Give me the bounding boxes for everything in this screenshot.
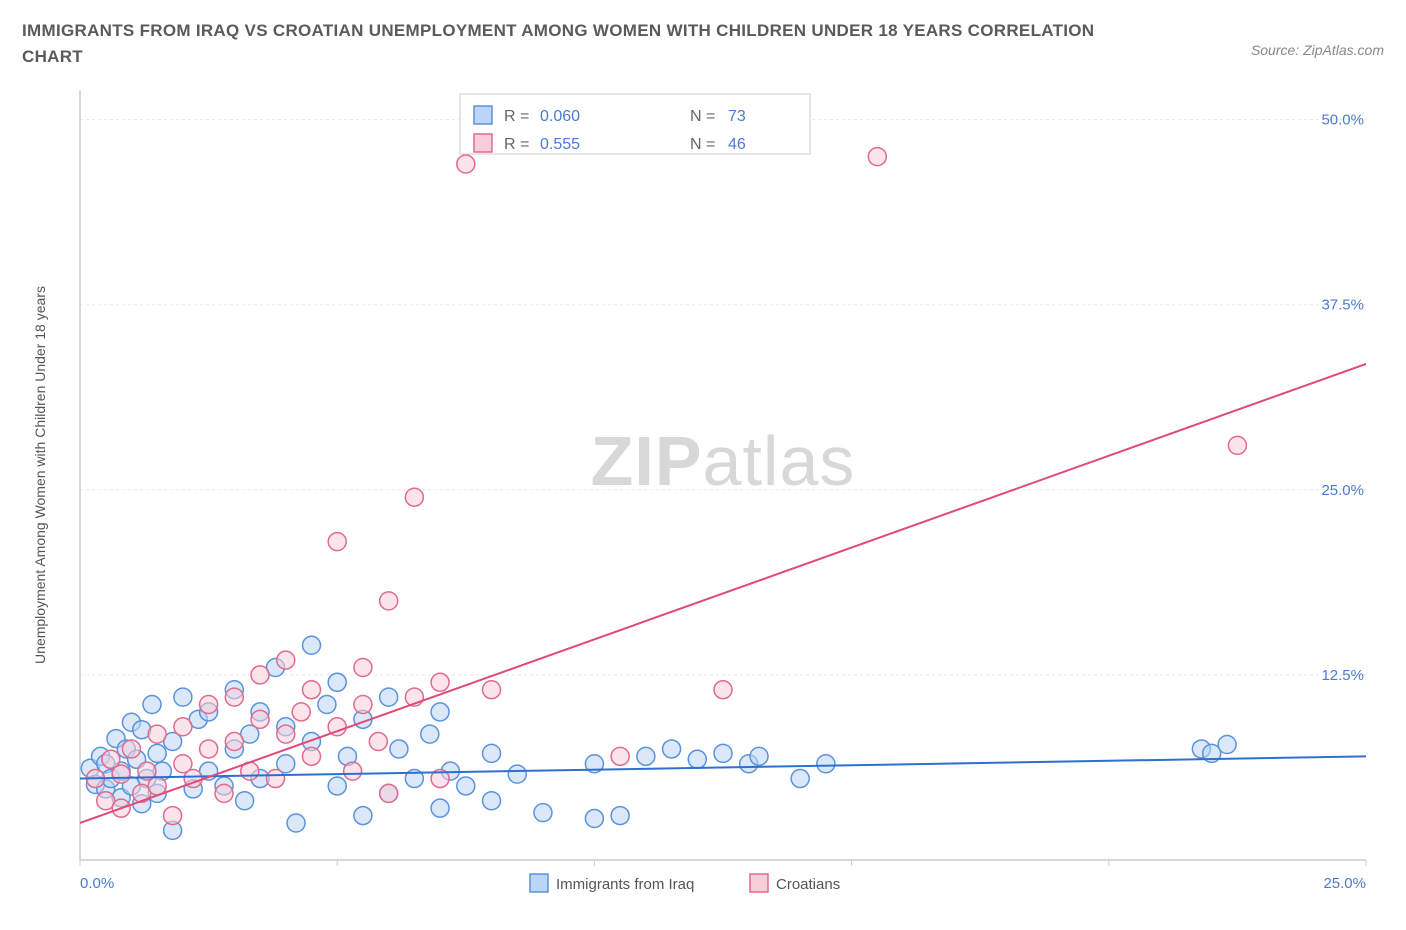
- chart-title: IMMIGRANTS FROM IRAQ VS CROATIAN UNEMPLO…: [22, 18, 1122, 69]
- svg-text:25.0%: 25.0%: [1323, 875, 1366, 892]
- svg-text:Croatians: Croatians: [776, 876, 840, 893]
- source-label: Source: ZipAtlas.com: [1251, 42, 1384, 58]
- svg-text:73: 73: [728, 108, 746, 125]
- svg-text:0.060: 0.060: [540, 108, 580, 125]
- svg-text:Immigrants from Iraq: Immigrants from Iraq: [556, 876, 694, 893]
- svg-text:ZIPatlas: ZIPatlas: [591, 422, 856, 500]
- chart-container: 12.5% 25.0% 37.5% 50.0% 0.0% 25.0% ZIPatlas Une…: [20, 80, 1386, 920]
- svg-text:12.5%: 12.5%: [1321, 667, 1364, 684]
- svg-text:46: 46: [728, 136, 746, 153]
- svg-text:R =: R =: [504, 136, 529, 153]
- svg-text:N =: N =: [690, 108, 715, 125]
- svg-text:N =: N =: [690, 136, 715, 153]
- scatter-chart: 12.5% 25.0% 37.5% 50.0% 0.0% 25.0% ZIPatlas Une…: [20, 80, 1386, 920]
- svg-text:25.0%: 25.0%: [1321, 482, 1364, 499]
- svg-text:50.0%: 50.0%: [1321, 112, 1364, 129]
- svg-text:0.0%: 0.0%: [80, 875, 114, 892]
- svg-text:R =: R =: [504, 108, 529, 125]
- svg-text:Unemployment Among Women with: Unemployment Among Women with Children U…: [32, 286, 48, 664]
- svg-text:37.5%: 37.5%: [1321, 297, 1364, 314]
- svg-text:0.555: 0.555: [540, 136, 580, 153]
